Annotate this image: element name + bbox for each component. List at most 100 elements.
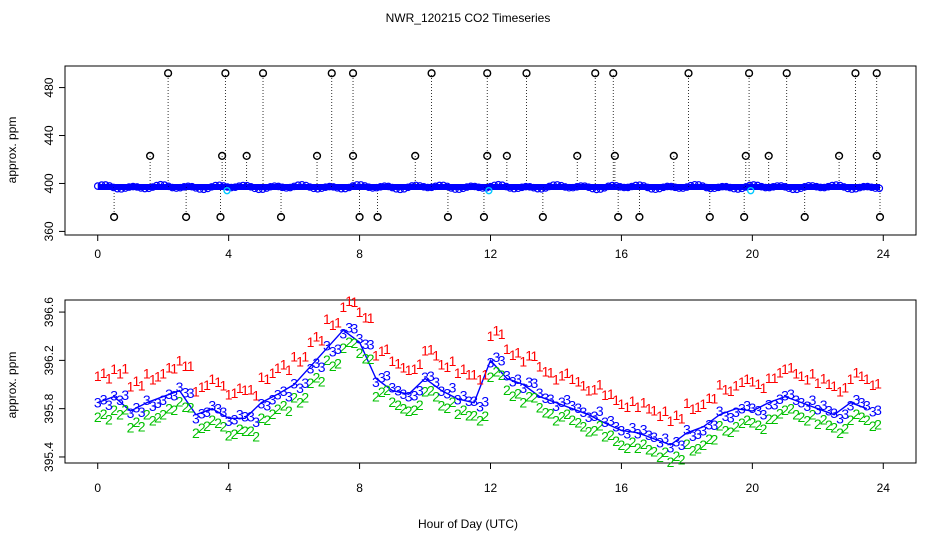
series-1-marker: 1 — [454, 365, 462, 381]
series-1-marker: 1 — [252, 387, 260, 403]
series-3-marker: 3 — [596, 403, 604, 419]
top-baseline-point — [753, 181, 762, 190]
top-baseline-point — [671, 183, 679, 192]
low-spike-point — [800, 212, 809, 222]
series-3-marker: 3 — [580, 404, 588, 420]
series-1-marker: 1 — [470, 367, 478, 383]
series-2-marker: 2 — [438, 398, 446, 414]
series-3-marker: 3 — [803, 398, 811, 414]
top-baseline-point — [302, 181, 310, 190]
top-ylabel: approx. ppm — [5, 117, 19, 184]
top-baseline-point — [266, 182, 275, 191]
series-1-marker: 1 — [858, 368, 866, 384]
series-2-marker: 2 — [563, 406, 571, 422]
bottom-line-3 — [97, 329, 868, 446]
series-1-marker: 1 — [301, 348, 309, 364]
top-baseline-point — [639, 182, 648, 190]
series-2-marker: 2 — [476, 413, 484, 429]
series-1-marker: 1 — [225, 386, 233, 402]
series-3-marker: 3 — [367, 337, 375, 353]
top-baseline-point — [537, 185, 546, 193]
series-3-marker: 3 — [438, 383, 446, 399]
series-2-marker: 2 — [640, 436, 648, 452]
series-1-marker: 1 — [601, 387, 609, 403]
series-2-marker: 2 — [869, 418, 877, 434]
top-baseline-point — [663, 182, 672, 191]
bottom-x-tick-label: 16 — [615, 481, 629, 495]
top-baseline-point — [329, 183, 338, 191]
series-2-marker: 2 — [585, 423, 593, 439]
top-baseline-point — [192, 184, 200, 192]
series-2-marker: 2 — [792, 406, 800, 422]
series-3-marker: 3 — [683, 422, 691, 438]
top-baseline-point — [447, 184, 456, 192]
top-baseline-point — [313, 184, 322, 193]
series-1-marker: 1 — [612, 392, 620, 408]
top-x-tick-label: 20 — [746, 247, 760, 261]
series-1-marker: 1 — [269, 365, 277, 381]
series-3-marker: 3 — [100, 391, 108, 407]
series-3-marker: 3 — [830, 405, 838, 421]
series-1-marker: 1 — [274, 360, 282, 376]
series-3-marker: 3 — [629, 420, 637, 436]
series-3-marker: 3 — [405, 389, 413, 405]
series-3-marker: 3 — [372, 374, 380, 390]
high-spike-point — [348, 69, 358, 78]
series-1-marker: 1 — [853, 365, 861, 381]
top-baseline-point — [529, 183, 538, 192]
series-3-marker: 3 — [481, 393, 489, 409]
series-2-marker: 2 — [405, 403, 413, 419]
series-1-marker: 1 — [214, 374, 222, 390]
top-baseline-point — [675, 184, 683, 192]
series-2-marker: 2 — [170, 402, 178, 418]
series-3-marker: 3 — [869, 403, 877, 419]
high-spike-point — [258, 69, 268, 78]
series-2-marker: 2 — [269, 406, 277, 422]
top-baseline-point — [376, 182, 385, 191]
series-2-marker: 2 — [182, 399, 190, 415]
series-2-marker: 2 — [863, 412, 871, 428]
series-1-marker: 1 — [198, 379, 206, 395]
series-3-marker: 3 — [558, 394, 566, 410]
series-1-marker: 1 — [558, 368, 566, 384]
series-3-marker: 3 — [274, 386, 282, 402]
mid-spike-point — [669, 151, 678, 160]
series-1-marker: 1 — [170, 361, 178, 377]
series-3-marker: 3 — [187, 385, 195, 401]
top-baseline-point — [486, 182, 495, 191]
top-axes: 0 4 8 12 16 20 24 360 400 440 480 — [42, 77, 890, 261]
series-2-marker: 2 — [678, 451, 686, 467]
top-baseline-point — [632, 181, 640, 190]
series-3-marker: 3 — [411, 387, 419, 403]
series-2-marker: 2 — [187, 399, 195, 415]
series-2-marker: 2 — [673, 448, 681, 464]
series-3-marker: 3 — [694, 426, 702, 442]
series-1-marker: 1 — [476, 372, 484, 388]
series-1-marker: 1 — [863, 371, 871, 387]
series-2-marker: 2 — [727, 424, 735, 440]
series-3-marker: 3 — [334, 341, 342, 357]
bottom-ylabel: approx. ppm — [5, 352, 19, 419]
top-baseline-point — [600, 184, 609, 192]
top-baseline-point — [718, 182, 727, 191]
series-2-marker: 2 — [618, 437, 626, 453]
series-2-marker: 2 — [241, 423, 249, 439]
series-1-marker: 1 — [656, 408, 664, 424]
top-baseline-point — [474, 183, 483, 192]
series-3-marker: 3 — [350, 321, 358, 337]
series-3-marker: 3 — [198, 406, 206, 422]
top-baseline-point — [345, 183, 353, 192]
series-3-marker: 3 — [754, 402, 762, 418]
top-baseline-point — [620, 183, 628, 192]
top-baseline-point — [518, 183, 526, 192]
top-x-tick-label: 8 — [356, 247, 363, 261]
series-1-marker: 1 — [536, 358, 544, 374]
series-2-marker: 2 — [645, 441, 653, 457]
series-1-marker: 1 — [574, 374, 582, 390]
top-baseline-point — [423, 183, 432, 192]
series-2-marker: 2 — [127, 420, 135, 436]
top-baseline-point — [148, 183, 157, 191]
top-baseline-point — [396, 185, 404, 194]
series-1-marker: 1 — [421, 342, 429, 358]
top-baseline-point — [851, 184, 860, 193]
